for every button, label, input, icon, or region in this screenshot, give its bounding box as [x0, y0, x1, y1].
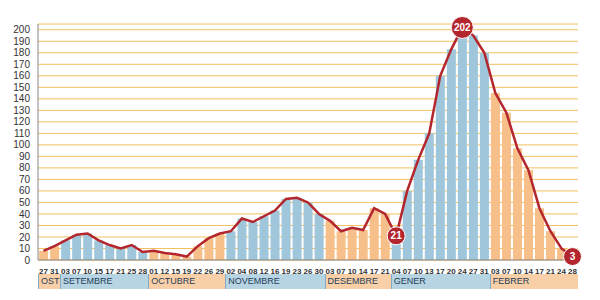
html-text:OCTUBRE: OCTUBRE — [151, 276, 196, 286]
html-text:OST SETEMBRE: OST SETEMBRE — [41, 276, 113, 286]
svg-text:26: 26 — [204, 267, 213, 274]
svg-text:23: 23 — [293, 267, 302, 274]
svg-text:15: 15 — [171, 267, 180, 274]
svg-text:21: 21 — [546, 267, 555, 274]
svg-text:24: 24 — [458, 267, 467, 274]
svg-text:60: 60 — [19, 185, 31, 196]
svg-text:13: 13 — [425, 267, 434, 274]
svg-text:20: 20 — [19, 232, 31, 243]
svg-text:14: 14 — [359, 267, 368, 274]
html-text:FEBRER: FEBRER — [492, 276, 530, 286]
svg-text:07: 07 — [337, 267, 346, 274]
svg-text:20: 20 — [447, 267, 456, 274]
html-text:DESEMBRE: DESEMBRE — [327, 276, 378, 286]
svg-text:03: 03 — [61, 267, 70, 274]
svg-text:17: 17 — [535, 267, 544, 274]
svg-text:150: 150 — [13, 82, 30, 93]
svg-text:26: 26 — [304, 267, 313, 274]
svg-text:28: 28 — [568, 267, 577, 274]
svg-text:17: 17 — [436, 267, 445, 274]
svg-text:120: 120 — [13, 116, 30, 127]
svg-text:24: 24 — [557, 267, 566, 274]
svg-text:40: 40 — [19, 209, 31, 220]
svg-text:10: 10 — [513, 267, 522, 274]
svg-text:04: 04 — [392, 267, 401, 274]
svg-text:25: 25 — [127, 267, 136, 274]
svg-text:30: 30 — [19, 220, 31, 231]
svg-text:12: 12 — [259, 267, 268, 274]
svg-text:31: 31 — [50, 267, 59, 274]
svg-text:14: 14 — [524, 267, 533, 274]
svg-text:70: 70 — [19, 174, 31, 185]
svg-text:07: 07 — [403, 267, 412, 274]
svg-text:07: 07 — [502, 267, 511, 274]
svg-text:21: 21 — [391, 230, 403, 241]
svg-text:19: 19 — [182, 267, 191, 274]
svg-text:22: 22 — [193, 267, 202, 274]
svg-text:16: 16 — [270, 267, 279, 274]
svg-text:130: 130 — [13, 105, 30, 116]
svg-text:08: 08 — [248, 267, 257, 274]
svg-text:10: 10 — [19, 243, 31, 254]
svg-text:110: 110 — [14, 128, 30, 139]
svg-text:27: 27 — [469, 267, 478, 274]
svg-text:30: 30 — [315, 267, 324, 274]
svg-text:01: 01 — [149, 267, 158, 274]
html-text:NOVEMBRE: NOVEMBRE — [228, 276, 280, 286]
svg-text:03: 03 — [491, 267, 500, 274]
svg-text:202: 202 — [454, 22, 471, 33]
svg-text:140: 140 — [13, 93, 30, 104]
svg-text:02: 02 — [226, 267, 235, 274]
svg-text:19: 19 — [282, 267, 291, 274]
svg-text:80: 80 — [19, 162, 31, 173]
svg-text:03: 03 — [326, 267, 335, 274]
svg-text:190: 190 — [13, 36, 30, 47]
svg-text:07: 07 — [72, 267, 81, 274]
svg-text:180: 180 — [13, 47, 30, 58]
svg-text:04: 04 — [237, 267, 246, 274]
svg-text:90: 90 — [19, 151, 31, 162]
svg-text:10: 10 — [83, 267, 92, 274]
svg-text:12: 12 — [160, 267, 169, 274]
svg-text:28: 28 — [138, 267, 147, 274]
svg-text:21: 21 — [381, 267, 390, 274]
svg-text:21: 21 — [116, 267, 125, 274]
svg-text:170: 170 — [13, 59, 30, 70]
svg-text:10: 10 — [348, 267, 357, 274]
svg-text:17: 17 — [105, 267, 114, 274]
svg-text:200: 200 — [13, 24, 30, 35]
svg-text:160: 160 — [13, 70, 30, 81]
svg-text:100: 100 — [13, 139, 30, 150]
svg-text:0: 0 — [24, 255, 30, 266]
svg-text:17: 17 — [370, 267, 379, 274]
svg-text:15: 15 — [94, 267, 103, 274]
svg-text:10: 10 — [414, 267, 423, 274]
svg-text:29: 29 — [215, 267, 224, 274]
html-text:GENER: GENER — [393, 276, 426, 286]
svg-text:27: 27 — [39, 267, 48, 274]
svg-text:50: 50 — [19, 197, 31, 208]
svg-text:31: 31 — [480, 267, 489, 274]
svg-text:3: 3 — [570, 251, 576, 262]
